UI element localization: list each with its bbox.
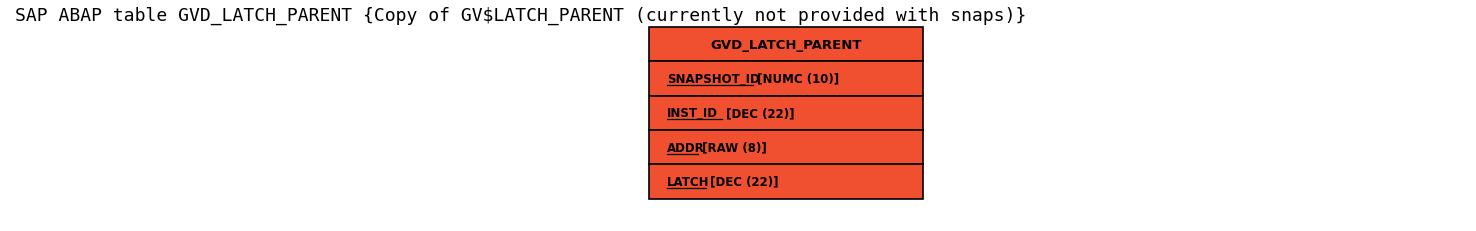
FancyBboxPatch shape bbox=[649, 130, 922, 164]
Text: SAP ABAP table GVD_LATCH_PARENT {Copy of GV$LATCH_PARENT (currently not provided: SAP ABAP table GVD_LATCH_PARENT {Copy of… bbox=[15, 7, 1026, 25]
Text: [DEC (22)]: [DEC (22)] bbox=[722, 107, 794, 120]
Text: SNAPSHOT_ID: SNAPSHOT_ID bbox=[667, 73, 760, 85]
Text: ADDR: ADDR bbox=[667, 141, 706, 154]
Text: [DEC (22)]: [DEC (22)] bbox=[707, 175, 779, 188]
Text: LATCH: LATCH bbox=[667, 175, 710, 188]
Text: GVD_LATCH_PARENT: GVD_LATCH_PARENT bbox=[710, 38, 862, 51]
Text: INST_ID: INST_ID bbox=[667, 107, 719, 120]
FancyBboxPatch shape bbox=[649, 164, 922, 199]
FancyBboxPatch shape bbox=[649, 62, 922, 96]
Text: [RAW (8)]: [RAW (8)] bbox=[698, 141, 768, 154]
Text: [NUMC (10)]: [NUMC (10)] bbox=[753, 73, 840, 85]
FancyBboxPatch shape bbox=[649, 28, 922, 62]
FancyBboxPatch shape bbox=[649, 96, 922, 130]
